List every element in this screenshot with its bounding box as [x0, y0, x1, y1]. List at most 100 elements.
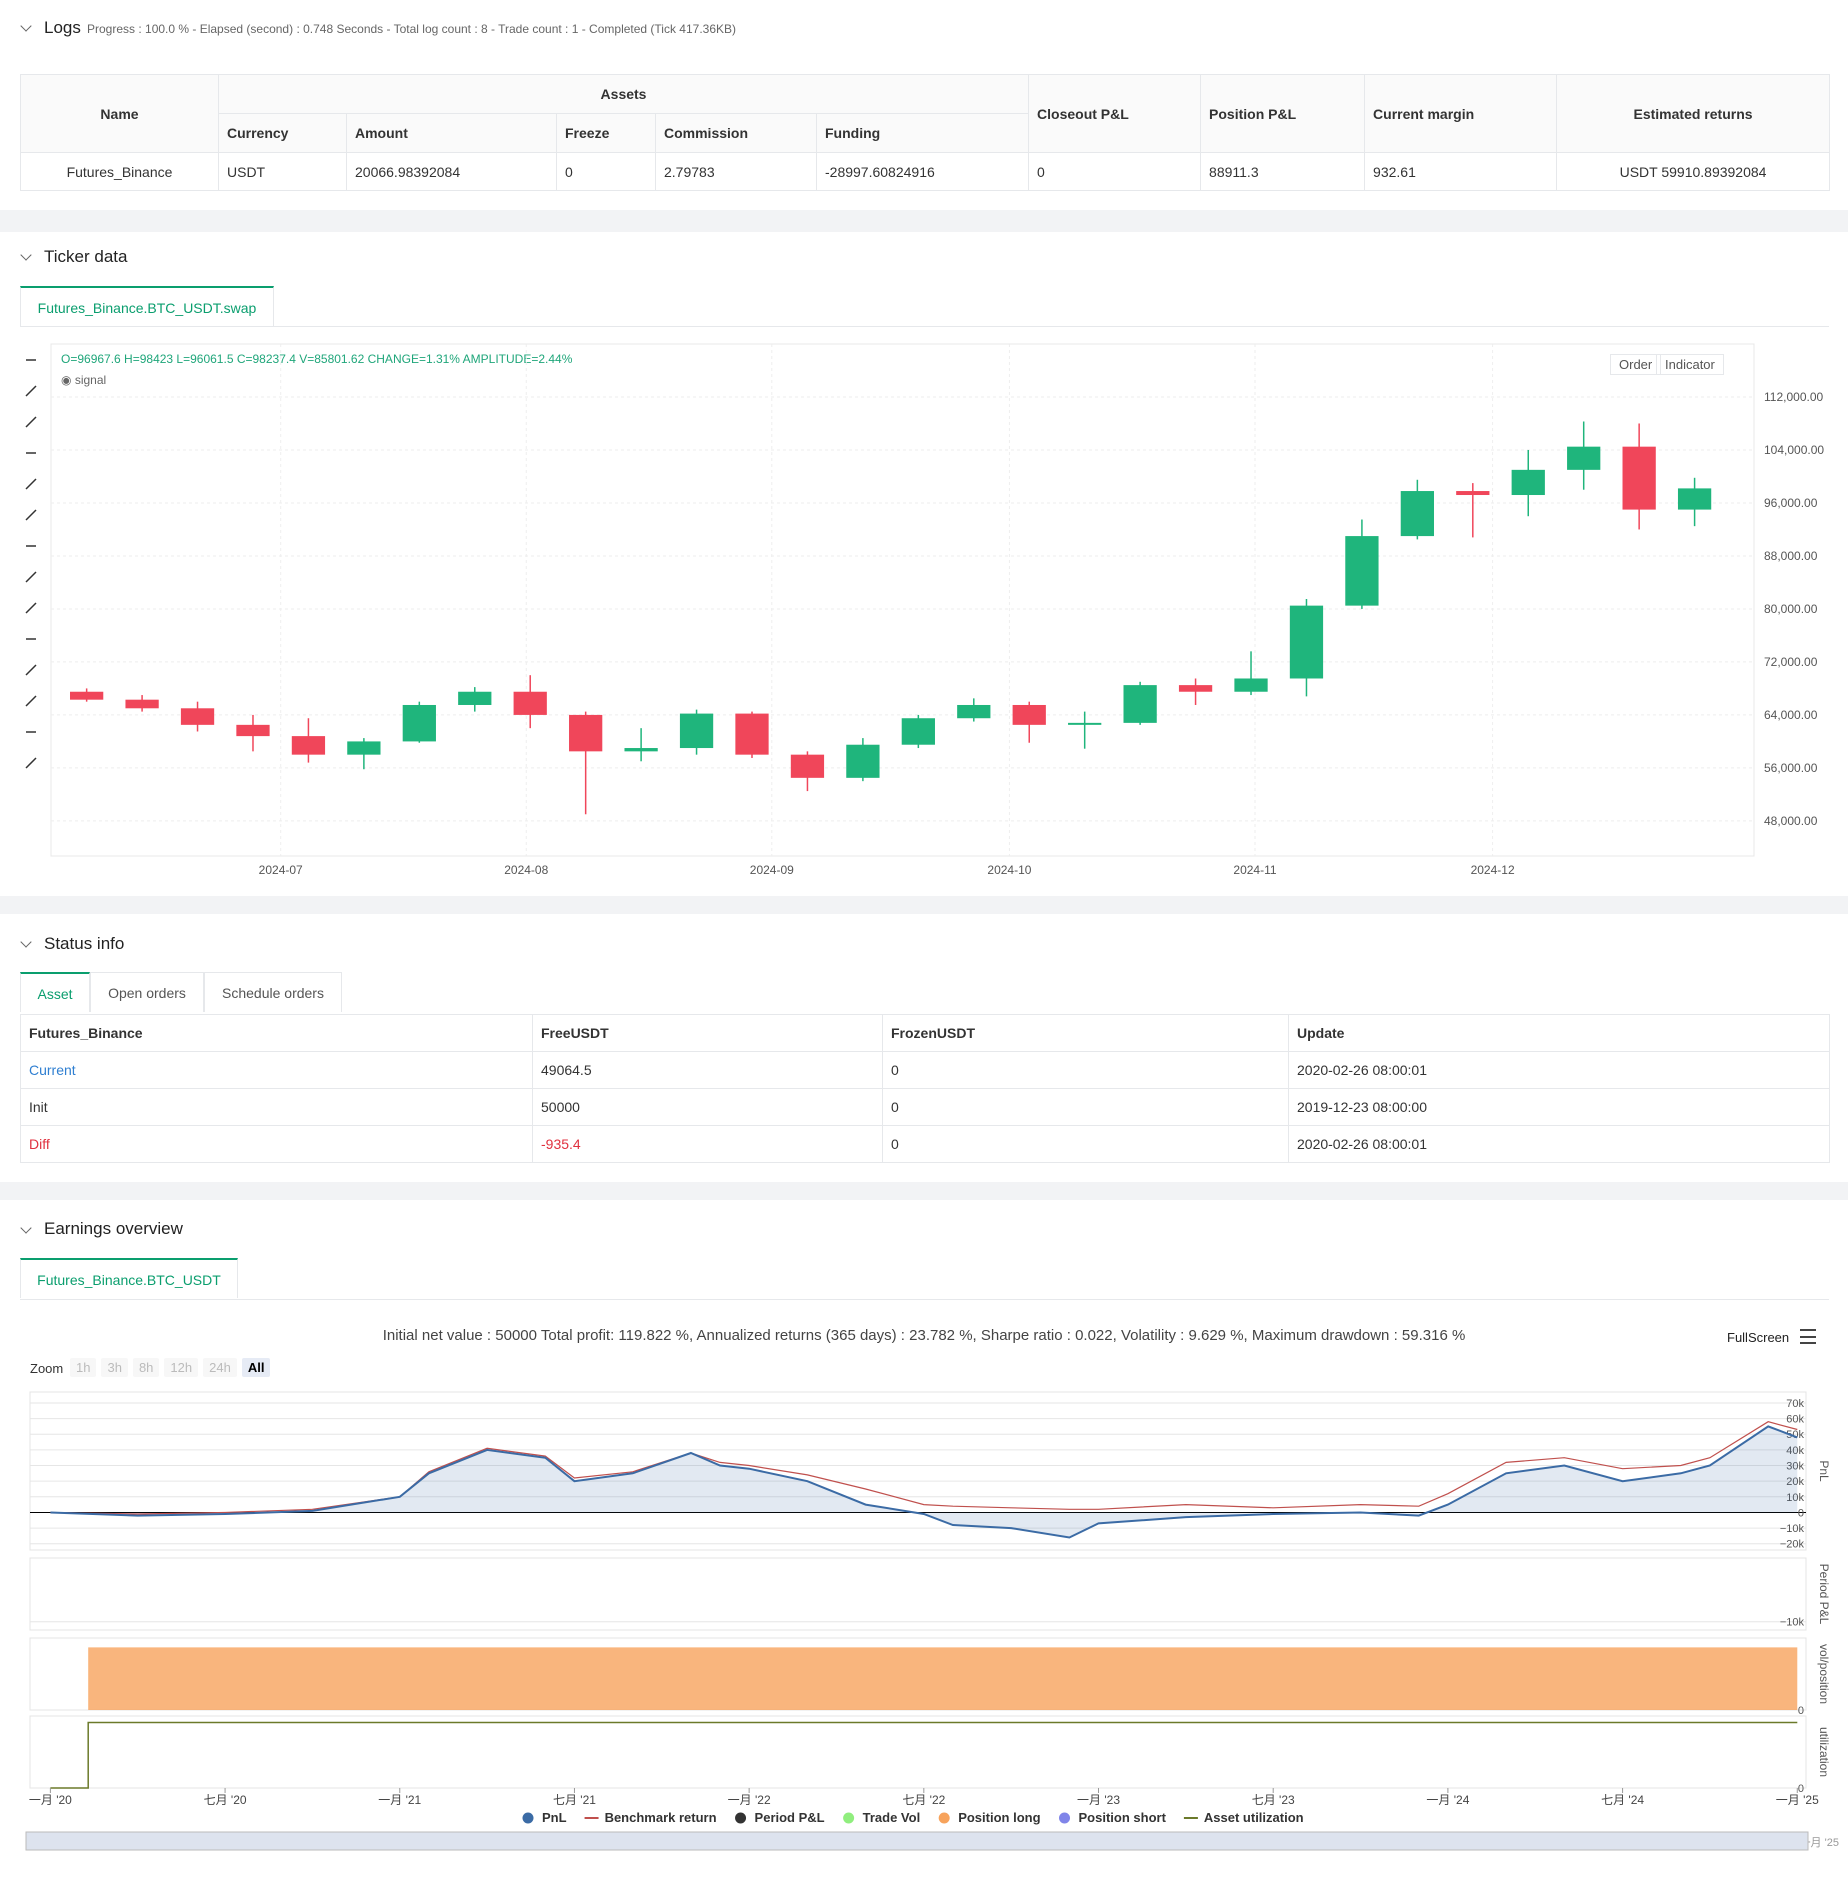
table-cell: 0	[882, 1051, 1289, 1089]
candle-body	[1012, 704, 1046, 725]
menu-bar	[1800, 1335, 1816, 1338]
collapse-icon[interactable]	[20, 936, 32, 948]
header-cell: Currency	[218, 113, 347, 153]
table-cell: Futures_Binance	[20, 152, 219, 191]
table-cell: 0	[1028, 152, 1202, 191]
zoom-button[interactable]: 24h	[203, 1358, 237, 1377]
zoom-button[interactable]: 12h	[164, 1358, 199, 1377]
candlestick-chart: 48,000.00 56,000.00 64,000.00 72,000.00 80,0…	[25, 343, 1824, 877]
legend-label[interactable]: Asset utilization	[1204, 1810, 1304, 1825]
fullscreen-button[interactable]: FullScreen	[1727, 1330, 1790, 1345]
tool-icon[interactable]	[25, 602, 37, 614]
x-tick-label: 一月 '21	[378, 1793, 421, 1807]
section-title: Earnings overview	[44, 1219, 183, 1238]
candle-body	[458, 691, 492, 705]
collapse-icon[interactable]	[20, 249, 32, 261]
legend-label[interactable]: Position long	[958, 1810, 1040, 1825]
zoom-button[interactable]: 8h	[132, 1358, 160, 1377]
legend-label[interactable]: Trade Vol	[863, 1810, 921, 1825]
candle-body	[1677, 488, 1712, 510]
candle-body	[1178, 685, 1213, 692]
header-cell: Freeze	[556, 113, 656, 153]
tab[interactable]: Futures_Binance.BTC_USDT.swap	[20, 286, 274, 326]
legend-label[interactable]: Period P&L	[755, 1810, 825, 1825]
zoom-button[interactable]: 3h	[101, 1358, 128, 1377]
x-tick-label: 七月 '24	[1601, 1793, 1644, 1807]
zoom-button[interactable]: 1h	[70, 1358, 97, 1377]
tool-icon[interactable]	[25, 385, 37, 397]
navigator[interactable]	[25, 1831, 1809, 1851]
panel-frame	[29, 1557, 1807, 1631]
y-tick-label: 80,000.00	[1764, 602, 1818, 616]
menu-icon[interactable]	[1800, 1329, 1816, 1344]
x-tick-label: 2024-09	[750, 863, 794, 877]
summary: Initial net value : 50000 Total profit: …	[382, 1327, 1466, 1344]
header-cell: Commission	[655, 113, 817, 153]
candle-body	[180, 708, 215, 725]
candle-body	[1622, 446, 1656, 510]
x-tick-label: 七月 '20	[204, 1793, 247, 1807]
table-cell: Diff	[20, 1125, 533, 1163]
benchmark-line	[50, 1421, 1798, 1515]
candle-body	[1068, 722, 1102, 725]
table-cell: 0	[882, 1125, 1289, 1163]
tool-icon[interactable]	[25, 695, 37, 707]
table-cell: -28997.60824916	[815, 152, 1030, 191]
y-tick-label: 20k	[1786, 1476, 1804, 1488]
x-tick-label: 一月 '22	[728, 1793, 771, 1807]
x-tick-label: 七月 '22	[902, 1793, 945, 1807]
table-cell: -935.4	[532, 1125, 883, 1163]
tool-icon[interactable]	[25, 571, 37, 583]
header-cell: Closeout P&L	[1028, 74, 1202, 153]
y-tick-label: −10k	[1780, 1617, 1805, 1629]
candle-body	[513, 691, 547, 715]
candle-body	[125, 699, 159, 709]
tab[interactable]: Asset	[20, 972, 90, 1012]
tool-icon[interactable]	[25, 757, 37, 769]
tab[interactable]: Schedule orders	[204, 972, 342, 1012]
x-tick-label: 2024-08	[504, 863, 548, 877]
legend-symbol	[522, 1812, 534, 1824]
axis-title: utilization	[1817, 1727, 1831, 1777]
y-tick-label: 48,000.00	[1764, 814, 1818, 828]
legend-symbol	[735, 1812, 747, 1824]
header-cell: Funding	[815, 113, 1030, 153]
collapse-icon[interactable]	[20, 20, 32, 32]
panel-frame	[29, 1391, 1807, 1551]
table-cell: 2019-12-23 08:00:00	[1288, 1088, 1830, 1126]
ohlc-readout: O=96967.6 H=98423 L=96061.5 C=98237.4 V=…	[61, 352, 573, 366]
indicator-button[interactable]: Indicator	[1656, 354, 1724, 375]
indicator-label: ◉ signal	[61, 373, 107, 387]
candle-body	[1456, 491, 1490, 496]
legend-symbol	[938, 1812, 950, 1824]
tool-icon[interactable]	[25, 416, 37, 428]
header-cell: Assets	[217, 74, 1030, 114]
plot-frame	[50, 343, 1755, 857]
x-tick-label: 一月 '25	[1776, 1793, 1819, 1807]
table-row: Diff -935.4 0 2020-02-26 08:00:01	[20, 1125, 1830, 1163]
table-cell: USDT	[218, 152, 347, 191]
zoom-button[interactable]: All	[241, 1358, 271, 1377]
section-title: Logs	[44, 18, 81, 37]
divider	[20, 1299, 1829, 1300]
legend-label[interactable]: PnL	[542, 1810, 567, 1825]
tool-icon[interactable]	[25, 509, 37, 521]
tab[interactable]: Open orders	[90, 972, 204, 1012]
legend-label[interactable]: Benchmark return	[605, 1810, 717, 1825]
separator	[0, 210, 1848, 232]
x-tick-label: 2024-12	[1471, 863, 1515, 877]
y-tick-label: 0	[1798, 1507, 1804, 1519]
table-cell: 2.79783	[655, 152, 817, 191]
legend-label[interactable]: Position short	[1079, 1810, 1167, 1825]
collapse-icon[interactable]	[20, 1222, 32, 1234]
tool-icon[interactable]	[25, 664, 37, 676]
header-cell: Name	[20, 74, 219, 153]
utilization-line	[50, 1721, 1798, 1789]
candle-body	[236, 724, 270, 737]
tab[interactable]: Futures_Binance.BTC_USDT	[20, 1258, 238, 1298]
x-tick-label: 七月 '21	[553, 1793, 596, 1807]
order-button[interactable]: Order	[1610, 354, 1662, 375]
candle-body	[1345, 536, 1379, 606]
tool-icon[interactable]	[25, 478, 37, 490]
